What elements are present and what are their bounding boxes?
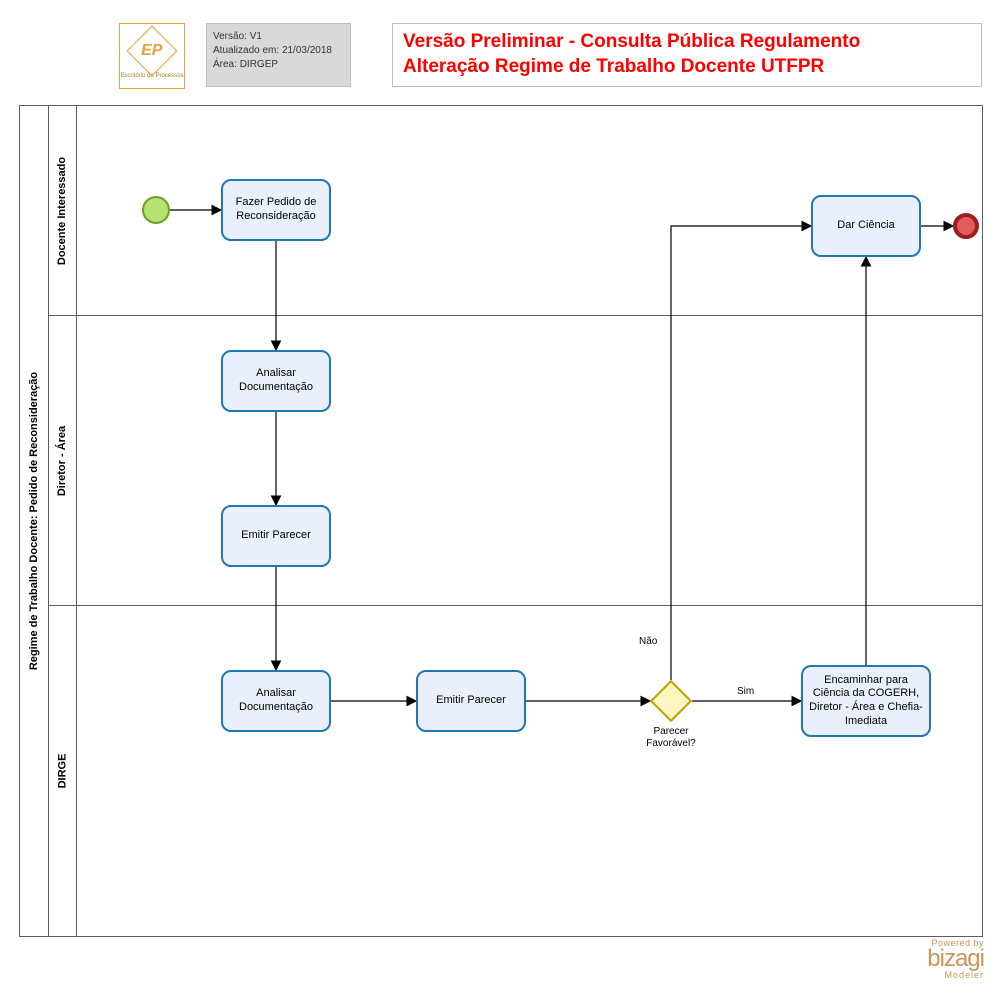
start-event <box>142 196 170 224</box>
meta-version-label: Versão: <box>213 31 247 42</box>
title-line2: Alteração Regime de Trabalho Docente UTF… <box>403 55 971 80</box>
lane-title: DIRGE <box>48 606 77 936</box>
logo-text: EP <box>141 42 162 60</box>
gateway-gw <box>650 680 692 722</box>
footer-brand: Powered by bizagi Modeler <box>927 938 984 980</box>
task-t1: Fazer Pedido de Reconsideração <box>221 179 331 241</box>
lane-title: Diretor - Área <box>48 316 77 605</box>
page-root: EP Escritório de Processos Versão: V1 At… <box>0 0 992 984</box>
pool-title-text: Regime de Trabalho Docente: Pedido de Re… <box>28 372 40 670</box>
meta-version: V1 <box>250 31 262 42</box>
title-line1: Versão Preliminar - Consulta Pública Reg… <box>403 30 971 55</box>
footer-brand-name: bizagi <box>927 948 984 970</box>
task-t4: Analisar Documentação <box>221 670 331 732</box>
edge-label-6: Sim <box>737 686 754 697</box>
lane-title: Docente Interessado <box>48 106 77 315</box>
edge-label-7: Não <box>639 636 657 647</box>
meta-area-label: Área: <box>213 59 237 70</box>
meta-version-row: Versão: V1 <box>213 30 344 44</box>
lane-title-text: Docente Interessado <box>56 156 68 264</box>
lane-title-text: Diretor - Área <box>56 425 68 495</box>
task-t5: Emitir Parecer <box>416 670 526 732</box>
task-t_dar: Dar Ciência <box>811 195 921 257</box>
edge-7 <box>671 226 811 680</box>
logo-hex: EP <box>127 26 178 77</box>
task-t6: Encaminhar para Ciência da COGERH, Diret… <box>801 665 931 737</box>
meta-updated: 21/03/2018 <box>282 45 332 56</box>
task-t3: Emitir Parecer <box>221 505 331 567</box>
meta-updated-row: Atualizado em: 21/03/2018 <box>213 44 344 58</box>
meta-area: DIRGEP <box>240 59 278 70</box>
meta-area-row: Área: DIRGEP <box>213 58 344 72</box>
pool-title: Regime de Trabalho Docente: Pedido de Re… <box>20 106 49 936</box>
logo: EP Escritório de Processos <box>119 23 185 89</box>
meta-updated-label: Atualizado em: <box>213 45 279 56</box>
title-box: Versão Preliminar - Consulta Pública Reg… <box>392 23 982 87</box>
pool: Regime de Trabalho Docente: Pedido de Re… <box>19 105 983 937</box>
meta-box: Versão: V1 Atualizado em: 21/03/2018 Áre… <box>206 23 351 87</box>
gateway-label: Parecer Favorável? <box>641 726 701 750</box>
end-event <box>953 213 979 239</box>
task-t2: Analisar Documentação <box>221 350 331 412</box>
lane-title-text: DIRGE <box>56 754 68 789</box>
canvas: Fazer Pedido de Reconsideração Dar Ciênci… <box>76 106 983 936</box>
